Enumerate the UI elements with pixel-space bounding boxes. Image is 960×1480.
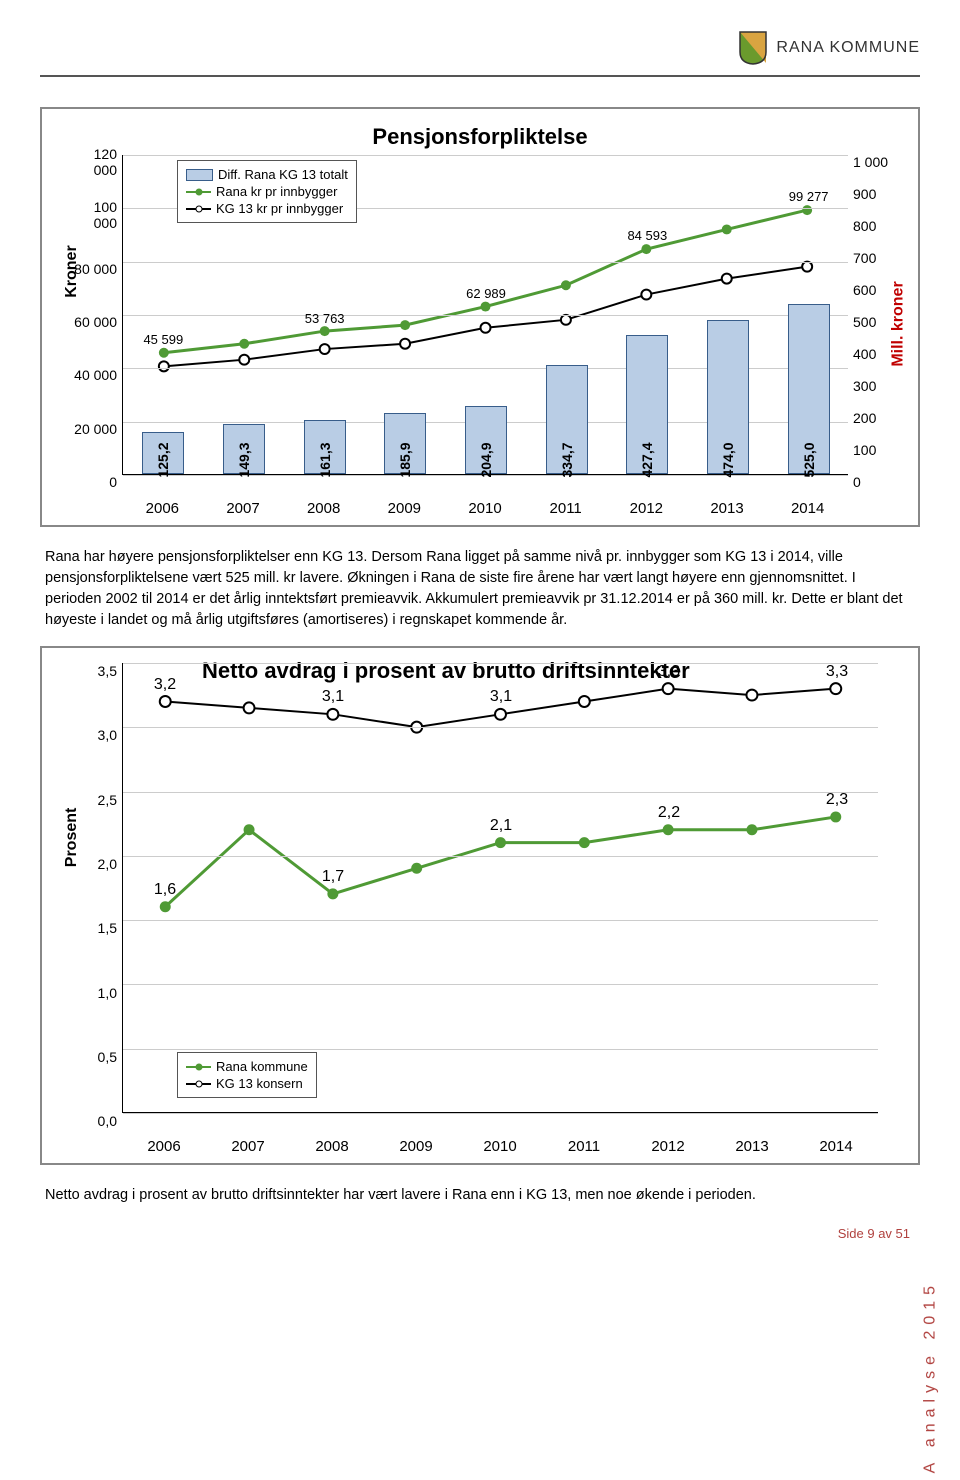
legend-label: KG 13 kr pr innbygger — [216, 201, 343, 216]
chart2-plot: Netto avdrag i prosent av brutto driftsi… — [122, 663, 878, 1113]
chart2-container: Netto avdrag i prosent av brutto driftsi… — [40, 646, 920, 1165]
logo-shield-icon — [738, 30, 768, 65]
chart1-container: Pensjonsforpliktelse Kroner Mill. kroner… — [40, 107, 920, 527]
chart1-yticks-right: 01002003004005006007008009001 000 — [853, 155, 898, 475]
chart1-title: Pensjonsforpliktelse — [62, 124, 898, 150]
legend-swatch-line — [186, 191, 211, 193]
chart2-lines — [123, 663, 878, 1112]
chart2-yticks: 0,00,51,01,52,02,53,03,5 — [67, 663, 117, 1113]
legend-label: Rana kommune — [216, 1059, 308, 1074]
legend-swatch-line — [186, 208, 211, 210]
legend-item: KG 13 konsern — [186, 1076, 308, 1091]
chart1-plot: Kroner Mill. kroner 020 00040 00060 0008… — [122, 155, 848, 475]
legend-swatch-line — [186, 1083, 211, 1085]
legend-label: KG 13 konsern — [216, 1076, 303, 1091]
legend-swatch-line — [186, 1066, 211, 1068]
side-text: KOSTRA analyse 2015 — [922, 1280, 940, 1480]
legend-label: Rana kr pr innbygger — [216, 184, 337, 199]
chart2-plot-area: 3,23,13,13,33,31,61,72,12,22,3 — [122, 663, 878, 1113]
legend-item: Diff. Rana KG 13 totalt — [186, 167, 348, 182]
legend-label: Diff. Rana KG 13 totalt — [218, 167, 348, 182]
chart1-legend: Diff. Rana KG 13 totalt Rana kr pr innby… — [177, 160, 357, 223]
legend-item: KG 13 kr pr innbygger — [186, 201, 348, 216]
org-name: RANA KOMMUNE — [776, 39, 920, 57]
legend-swatch-bar — [186, 169, 213, 181]
chart2-legend: Rana kommune KG 13 konsern — [177, 1052, 317, 1098]
legend-item: Rana kr pr innbygger — [186, 184, 348, 199]
page-footer: Side 9 av 51 — [40, 1226, 920, 1241]
header-divider — [40, 75, 920, 77]
chart1-yticks-left: 020 00040 00060 00080 000100 000120 000 — [67, 155, 117, 475]
paragraph2: Netto avdrag i prosent av brutto driftsi… — [45, 1185, 915, 1206]
legend-item: Rana kommune — [186, 1059, 308, 1074]
paragraph1: Rana har høyere pensjonsforpliktelser en… — [45, 547, 915, 631]
header: RANA KOMMUNE — [40, 30, 920, 65]
